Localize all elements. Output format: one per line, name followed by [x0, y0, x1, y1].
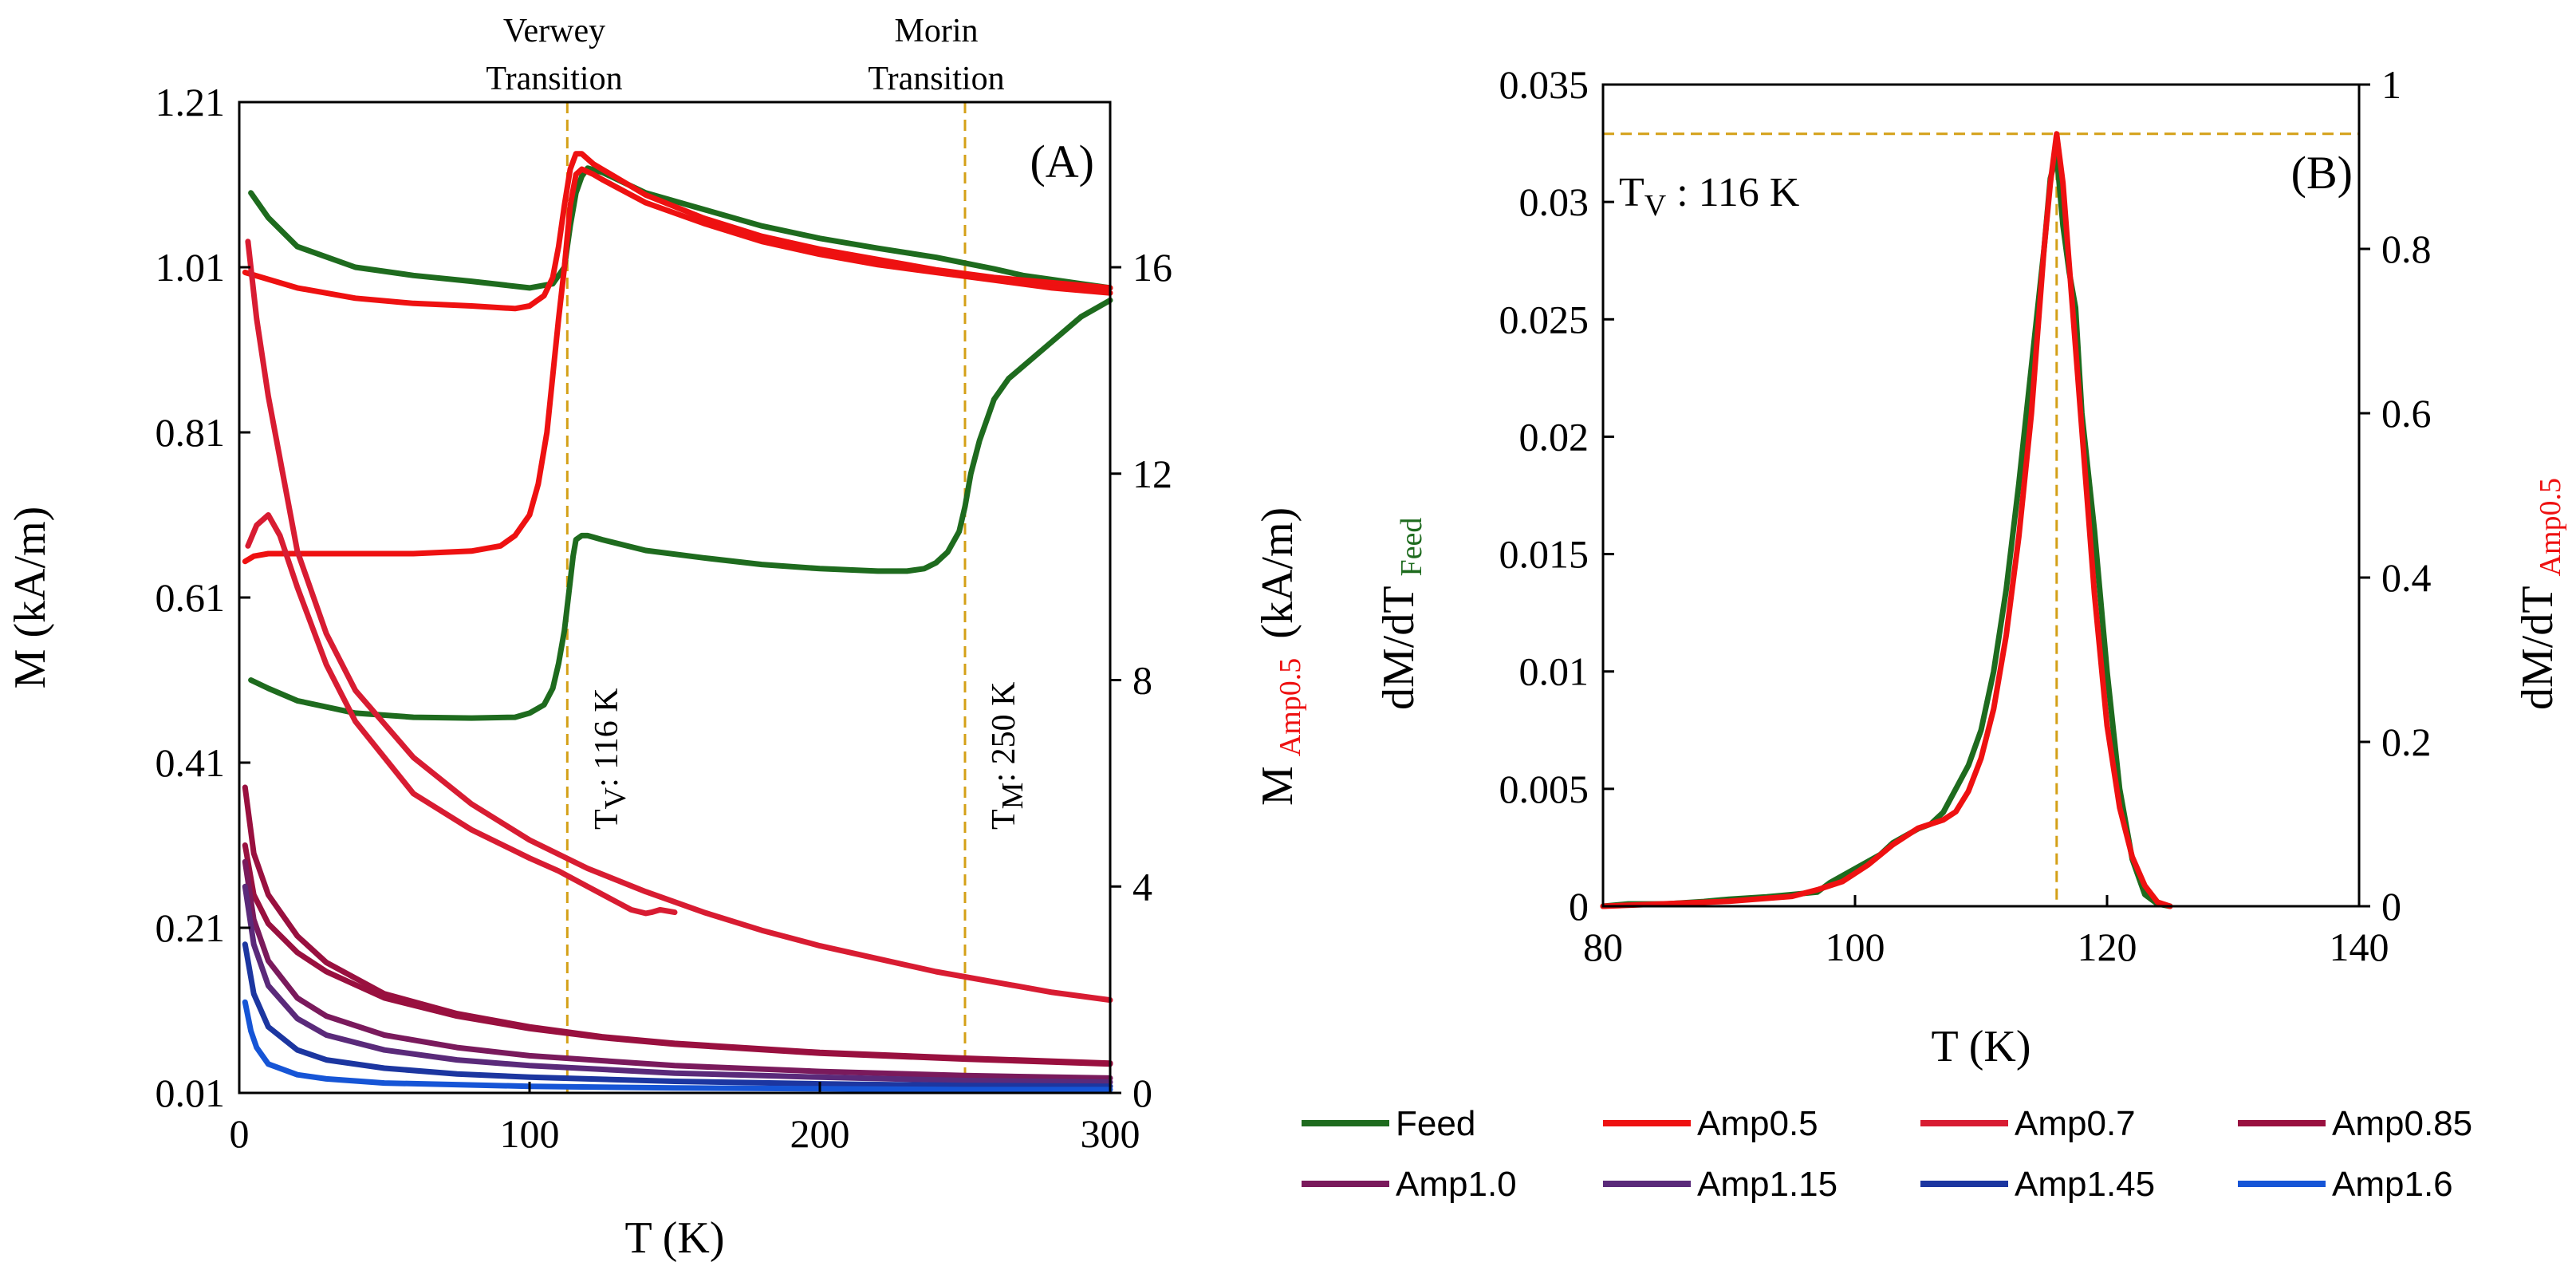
y2-tick-label: 0: [1132, 1071, 1152, 1115]
panel-a: 0 100 200 300 0.01 0.21 0.41 0.61 0.81 1.01 1.21 0 4…: [6, 13, 1307, 1263]
tv-peak-sub: V: [1644, 189, 1667, 223]
verwey-annotation-line2: Transition: [486, 61, 622, 97]
tv-rotated-label: TV: 116 K: [589, 688, 632, 830]
series-line-amp0-85: [242, 784, 1113, 1067]
legend-label: Amp0.85: [2332, 1104, 2472, 1143]
tv-rotated-main: T: [589, 809, 625, 830]
y2-tick-label: 0.4: [2381, 555, 2432, 600]
y-tick-label: 0.81: [156, 410, 226, 455]
x-tick-label: 300: [1081, 1111, 1140, 1156]
series-line-amp1-6: [242, 999, 1113, 1093]
panel-b-y2-title-main: dM/dT: [2513, 586, 2562, 710]
tm-rotated-main: T: [986, 809, 1022, 830]
x-tick-label: 140: [2330, 925, 2389, 969]
series-line-feed: [248, 297, 1113, 721]
tm-rotated-rest: : 250 K: [986, 682, 1022, 783]
x-tick-label: 80: [1583, 925, 1623, 969]
y-tick-label: 0.61: [156, 575, 226, 620]
series-line-amp1-15: [242, 883, 1113, 1085]
x-tick-label: 0: [230, 1111, 250, 1156]
series-line-amp0-7: [245, 512, 678, 917]
y-tick-label: 0.01: [156, 1071, 226, 1115]
panel-b-y2-title: dM/dT Amp0.5: [2513, 478, 2567, 710]
y-tick-label: 0.015: [1499, 532, 1589, 577]
y-tick-label: 1.21: [156, 80, 226, 124]
panel-a-y2-title: M Amp0.5 (kA/m): [1253, 507, 1307, 806]
verwey-annotation-line1: Verwey: [503, 13, 605, 49]
y2-tick-label: 12: [1132, 452, 1172, 496]
tv-rotated-sub: V: [599, 787, 632, 809]
panel-b-y-title-main: dM/dT: [1374, 586, 1424, 710]
panel-a-plot-area: [242, 102, 1113, 1093]
series-line-amp0-5: [242, 166, 1113, 565]
panel-a-y2-title-main: M: [1253, 766, 1302, 806]
series-line-amp0-7: [245, 239, 1113, 1004]
y-tick-label: 1.01: [156, 245, 226, 290]
panel-b-frame: [1601, 83, 2361, 908]
x-tick-label: 200: [790, 1111, 850, 1156]
x-tick-label: 100: [500, 1111, 560, 1156]
legend-label: Amp1.45: [2015, 1165, 2155, 1204]
legend-label: Feed: [1396, 1104, 1475, 1143]
tv-peak-label: TV : 116 K: [1619, 170, 1800, 223]
morin-annotation-line2: Transition: [868, 61, 1004, 97]
panel-b-plot-area: [1600, 131, 2359, 909]
morin-annotation-line1: Morin: [895, 13, 979, 49]
panel-a-ticks: 0 100 200 300 0.01 0.21 0.41 0.61 0.81 1.01 1.21 0 4…: [156, 80, 1173, 1156]
legend-label: Amp1.0: [1396, 1165, 1517, 1204]
tm-rotated-label: TM: 250 K: [986, 682, 1030, 830]
tv-rotated-rest: : 116 K: [589, 688, 625, 787]
series-line-amp0-5: [242, 151, 1113, 312]
x-tick-label: 120: [2078, 925, 2137, 969]
series-line-feed: [248, 165, 1113, 291]
y-tick-label: 0.035: [1499, 62, 1589, 107]
panel-b-y2-title-sub: Amp0.5: [2534, 478, 2567, 577]
series-line-amp1-0: [242, 858, 1113, 1081]
y-tick-label: 0.005: [1499, 767, 1589, 811]
y-tick-label: 0.01: [1519, 649, 1589, 694]
y2-tick-label: 16: [1132, 245, 1172, 290]
series-line-amp1-45: [242, 941, 1113, 1090]
panel-b-ticks: 80 100 120 14000.0050.010.0150.020.0250.030…: [1499, 62, 2432, 969]
panel-a-y-title: M (kA/m): [6, 507, 55, 689]
y2-tick-label: 1: [2381, 62, 2401, 107]
tv-peak-main: T: [1619, 170, 1644, 215]
y-tick-label: 0.02: [1519, 414, 1589, 459]
y2-tick-label: 0.2: [2381, 720, 2432, 764]
tm-rotated-sub: M: [996, 783, 1030, 810]
y-tick-label: 0.03: [1519, 179, 1589, 224]
legend-label: Amp0.7: [2015, 1104, 2136, 1143]
panel-a-y2-title-sub: Amp0.5: [1274, 658, 1307, 757]
series-line-amp0-5: [1600, 131, 2173, 909]
panel-a-y2-title-unit: (kA/m): [1253, 507, 1302, 639]
panel-a-label: (A): [1030, 136, 1094, 187]
panel-b-x-title: T (K): [1932, 1022, 2031, 1071]
panel-b-y-title-sub: Feed: [1395, 518, 1428, 577]
panel-b-label: (B): [2291, 147, 2353, 199]
y-tick-label: 0: [1569, 884, 1589, 929]
y-tick-label: 0.025: [1499, 297, 1589, 341]
x-tick-label: 100: [1826, 925, 1885, 969]
legend-label: Amp1.6: [2332, 1165, 2453, 1204]
legend-label: Amp1.15: [1697, 1165, 1837, 1204]
y2-tick-label: 0: [2381, 884, 2401, 929]
y-tick-label: 0.41: [156, 740, 226, 785]
y2-tick-label: 8: [1132, 658, 1152, 703]
panel-b-y-title: dM/dT Feed: [1374, 518, 1428, 710]
legend-label: Amp0.5: [1697, 1104, 1818, 1143]
y2-tick-label: 0.6: [2381, 391, 2432, 436]
panel-a-x-title: T (K): [625, 1213, 725, 1263]
y-tick-label: 0.21: [156, 905, 226, 950]
y2-tick-label: 4: [1132, 864, 1152, 909]
tv-peak-rest: : 116 K: [1666, 170, 1800, 215]
legend: Feed Amp0.5 Amp0.7 Amp0.85 Amp1.0 Amp1.15 Amp1…: [1302, 1104, 2472, 1204]
panel-b: 80 100 120 14000.0050.010.0150.020.0250.030…: [1374, 62, 2567, 1071]
y2-tick-label: 0.8: [2381, 227, 2432, 271]
